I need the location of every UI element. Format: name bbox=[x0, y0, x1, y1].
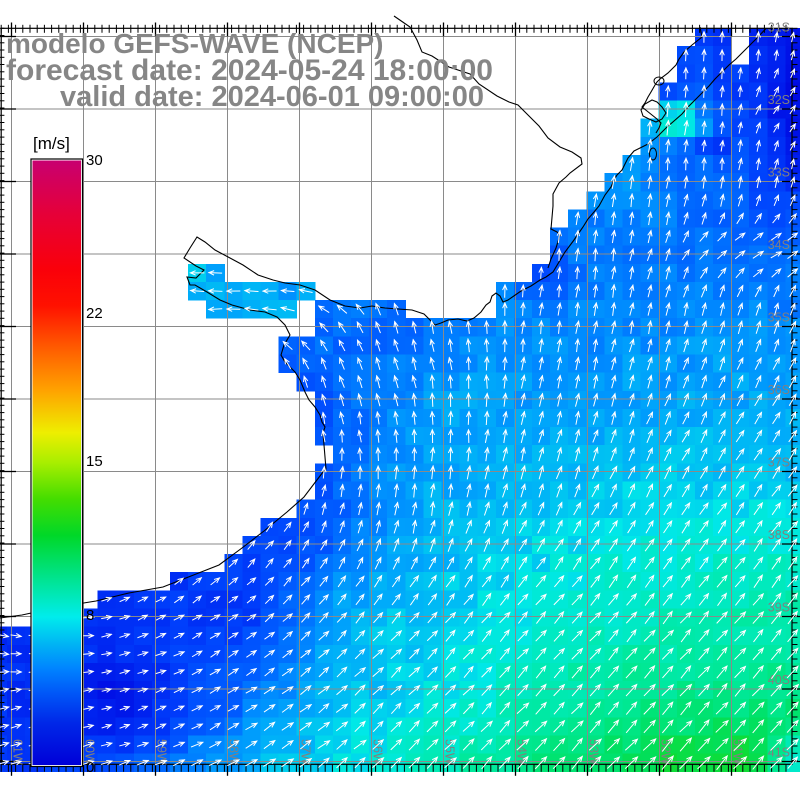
svg-text:30: 30 bbox=[86, 152, 103, 169]
svg-text:22: 22 bbox=[86, 305, 103, 322]
svg-text:32S: 32S bbox=[768, 93, 790, 107]
svg-text:34S: 34S bbox=[768, 238, 790, 252]
svg-text:31S: 31S bbox=[768, 21, 790, 35]
svg-text:[m/s]: [m/s] bbox=[33, 134, 70, 153]
svg-text:41S: 41S bbox=[768, 746, 790, 760]
svg-text:40S: 40S bbox=[768, 673, 790, 687]
svg-text:modelo GEFS-WAVE (NCEP): modelo GEFS-WAVE (NCEP) bbox=[6, 28, 384, 59]
svg-text:38S: 38S bbox=[768, 528, 790, 542]
svg-text:36S: 36S bbox=[768, 383, 790, 397]
svg-text:52W: 52W bbox=[659, 739, 673, 765]
svg-text:57W: 57W bbox=[299, 739, 313, 765]
svg-text:0: 0 bbox=[86, 759, 94, 776]
svg-text:15: 15 bbox=[86, 453, 103, 470]
svg-text:valid date: 2024-06-01 09:00:0: valid date: 2024-06-01 09:00:00 bbox=[60, 81, 484, 113]
svg-text:53W: 53W bbox=[587, 739, 601, 765]
svg-text:forecast date: 2024-05-24 18:0: forecast date: 2024-05-24 18:00:00 bbox=[6, 54, 493, 87]
svg-text:8: 8 bbox=[86, 607, 94, 624]
svg-text:33S: 33S bbox=[768, 166, 790, 180]
svg-text:35S: 35S bbox=[768, 311, 790, 325]
svg-text:58W: 58W bbox=[227, 739, 241, 765]
